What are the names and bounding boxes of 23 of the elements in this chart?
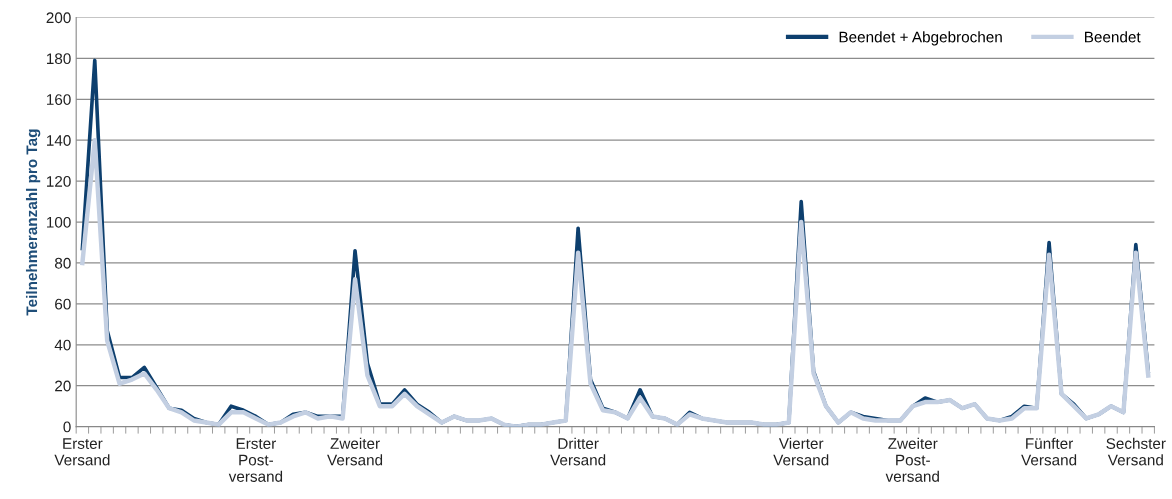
- y-tick-label: 120: [47, 176, 71, 187]
- x-tick-label: Zweiter Versand: [327, 437, 383, 466]
- x-tick-label: Vierter Versand: [773, 437, 829, 466]
- x-tick-label: Dritter Versand: [550, 437, 606, 466]
- y-tick-label: 0: [63, 421, 71, 433]
- y-tick-label: 20: [55, 380, 71, 392]
- legend-label: Beendet + Abgebrochen: [839, 31, 1002, 46]
- y-tick-label: 60: [55, 298, 71, 310]
- x-tick-label: Fünfter Versand: [1021, 437, 1077, 466]
- line-series: [80, 138, 1151, 427]
- x-tick-label: Sechster Versand: [1106, 437, 1166, 466]
- y-tick-label: 160: [47, 94, 71, 105]
- y-tick-label: 100: [47, 216, 71, 228]
- y-tick-label: 140: [47, 135, 71, 146]
- y-axis-title: Teilnehmeranzahl pro Tag: [25, 129, 41, 316]
- y-tick-label: 40: [54, 339, 71, 351]
- y-tick-label: 200: [46, 12, 71, 24]
- legend-label: Beendet: [1085, 31, 1141, 43]
- y-tick-label: 80: [54, 257, 71, 269]
- x-tick-label: Erster Post- versand: [228, 438, 283, 482]
- x-tick-label: Zweiter Post- versand: [885, 437, 939, 482]
- y-tick-label: 180: [47, 53, 71, 65]
- x-tick-label: Erster Versand: [54, 438, 110, 466]
